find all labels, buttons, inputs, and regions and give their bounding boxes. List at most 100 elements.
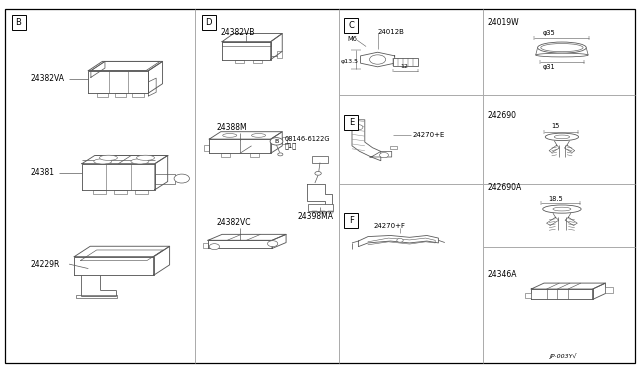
Text: B: B [15, 18, 22, 27]
Polygon shape [272, 234, 286, 248]
Ellipse shape [252, 134, 266, 137]
Circle shape [369, 55, 386, 64]
Text: 24382VB: 24382VB [221, 28, 255, 37]
Ellipse shape [543, 205, 581, 213]
Text: 24382VA: 24382VA [31, 74, 65, 83]
Text: 24270+F: 24270+F [373, 223, 405, 229]
Polygon shape [91, 61, 160, 71]
Bar [320, 211, 325, 213]
Bar [202, 15, 216, 30]
Ellipse shape [99, 155, 117, 160]
Polygon shape [155, 155, 168, 190]
Polygon shape [154, 246, 170, 275]
Bar [282, 137, 287, 144]
Bar [97, 93, 108, 97]
Text: 24381: 24381 [31, 169, 55, 177]
Polygon shape [593, 283, 605, 299]
Polygon shape [307, 184, 332, 205]
Ellipse shape [536, 53, 588, 57]
Bar [114, 190, 127, 194]
Text: E: E [349, 118, 354, 127]
Text: （1）: （1） [285, 142, 297, 149]
Circle shape [174, 174, 189, 183]
Bar [328, 211, 333, 213]
Circle shape [315, 171, 321, 175]
Text: 24388M: 24388M [216, 123, 247, 132]
Circle shape [380, 153, 388, 158]
Polygon shape [360, 52, 395, 67]
Bar [235, 60, 244, 63]
Polygon shape [155, 174, 175, 184]
Ellipse shape [223, 134, 237, 137]
Polygon shape [209, 132, 282, 139]
Text: 15: 15 [552, 123, 560, 129]
Text: 24382VC: 24382VC [216, 218, 251, 227]
Text: D: D [205, 18, 212, 27]
Text: φ35: φ35 [543, 31, 556, 36]
Text: F: F [349, 216, 354, 225]
Circle shape [278, 153, 283, 156]
Polygon shape [564, 145, 575, 153]
Bar [525, 293, 531, 298]
Bar [308, 204, 333, 211]
Text: φ13.5: φ13.5 [341, 59, 359, 64]
Circle shape [209, 244, 220, 250]
Bar [253, 60, 262, 63]
Polygon shape [271, 132, 282, 153]
Text: 08146-6122G: 08146-6122G [285, 136, 330, 142]
Bar [605, 287, 613, 293]
Bar [115, 93, 126, 97]
Bar [135, 190, 148, 194]
Text: 18.5: 18.5 [548, 196, 563, 202]
Text: M6: M6 [348, 36, 357, 42]
Circle shape [397, 238, 403, 242]
Text: φ31: φ31 [543, 64, 556, 70]
Polygon shape [222, 33, 282, 42]
Bar [344, 115, 358, 130]
Polygon shape [549, 145, 559, 153]
Ellipse shape [545, 133, 579, 141]
Text: C: C [348, 21, 355, 30]
Bar [277, 51, 282, 58]
Circle shape [268, 241, 278, 247]
Polygon shape [208, 234, 286, 240]
Text: 24398MA: 24398MA [298, 212, 333, 221]
Bar [250, 153, 259, 157]
Polygon shape [531, 289, 593, 299]
Bar [393, 58, 419, 66]
Bar [312, 156, 328, 163]
Text: 24270+E: 24270+E [413, 132, 445, 138]
Bar [312, 211, 317, 213]
Ellipse shape [553, 207, 571, 211]
Text: 24019W: 24019W [488, 18, 519, 27]
Polygon shape [370, 151, 392, 157]
Polygon shape [352, 120, 381, 161]
Polygon shape [547, 217, 559, 225]
Bar [204, 145, 209, 151]
Bar [203, 243, 208, 248]
Bar [390, 146, 397, 149]
Polygon shape [82, 164, 155, 190]
Polygon shape [358, 235, 438, 247]
Bar [344, 213, 358, 228]
Polygon shape [531, 283, 605, 289]
Polygon shape [81, 250, 163, 260]
Polygon shape [148, 61, 163, 93]
Text: 242690A: 242690A [488, 183, 522, 192]
Polygon shape [88, 61, 163, 71]
Text: 24012B: 24012B [378, 29, 404, 35]
Text: B: B [275, 139, 278, 144]
Ellipse shape [541, 44, 583, 52]
Polygon shape [74, 246, 170, 257]
Bar [132, 93, 144, 97]
Polygon shape [222, 42, 271, 60]
Bar [221, 153, 230, 157]
Polygon shape [91, 61, 105, 77]
Polygon shape [74, 257, 154, 275]
Ellipse shape [554, 135, 570, 139]
Circle shape [354, 125, 363, 130]
Bar [76, 295, 117, 298]
Ellipse shape [136, 155, 154, 160]
Polygon shape [209, 139, 271, 153]
Polygon shape [82, 155, 168, 164]
